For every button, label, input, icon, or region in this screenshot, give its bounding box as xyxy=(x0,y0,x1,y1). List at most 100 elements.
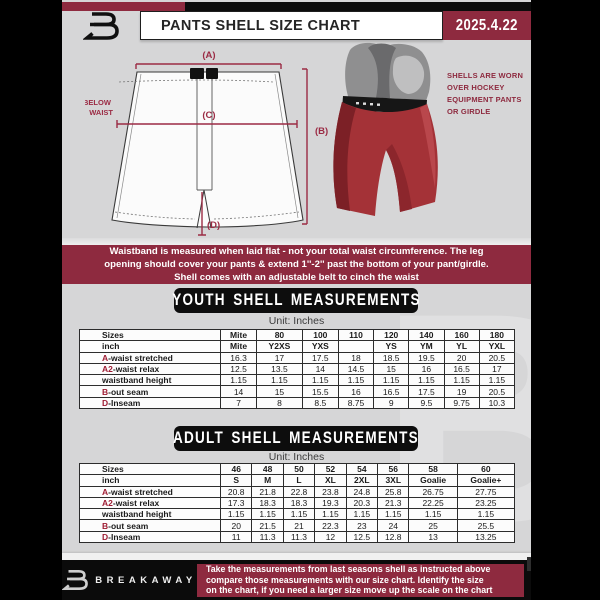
table-cell: 22.3 xyxy=(314,519,347,532)
shorts-inseam-split xyxy=(196,189,212,229)
row-label: inch xyxy=(79,474,221,487)
footer: BREAKAWAY Take the measurements from las… xyxy=(62,560,531,600)
size-chart-document: B PANTS SHELL SIZE CHART 2025.4.22 xyxy=(62,0,531,600)
shell-worn-note: SHELLS ARE WORN OVER HOCKEY EQUIPMENT PA… xyxy=(447,71,524,116)
table-cell: 1.15 xyxy=(219,374,258,387)
table-cell: 18 xyxy=(337,351,375,364)
row-label: A2-waist relax xyxy=(79,496,221,510)
table-cell: 54 xyxy=(345,462,379,476)
header: PANTS SHELL SIZE CHART 2025.4.22 xyxy=(62,11,531,40)
row-label: waistband height xyxy=(79,374,221,387)
table-row: Sizes 46 48 50 52 54 56 58 60 xyxy=(79,462,516,476)
table-cell: 17 xyxy=(256,351,303,364)
row-label: A2-waist relax xyxy=(79,362,221,376)
table-cell: 10.3 xyxy=(478,396,516,410)
table-cell: 18.3 xyxy=(251,496,284,510)
youth-unit-label: Unit: Inches xyxy=(268,315,325,327)
table-cell: 21.3 xyxy=(377,496,410,510)
table-cell: 20.5 xyxy=(478,385,516,398)
table-cell: 21.8 xyxy=(251,485,284,498)
belt-buckle xyxy=(206,68,218,79)
table-cell: Goalie xyxy=(408,474,458,487)
table-cell: 12.5 xyxy=(345,530,379,544)
table-cell: 12.8 xyxy=(377,530,410,544)
adult-unit-label: Unit: Inches xyxy=(268,451,325,463)
table-cell: 20.5 xyxy=(478,351,516,364)
youth-section-heading: YOUTH SHELL MEASUREMENTS xyxy=(172,288,419,313)
table-cell: 18.3 xyxy=(282,496,316,510)
table-row: Sizes Mite 80 100 110 120 140 160 180 xyxy=(79,328,516,342)
table-cell: 14.5 xyxy=(337,362,375,376)
table-cell: 12 xyxy=(314,530,347,544)
table-cell: 23.25 xyxy=(456,496,516,510)
table-cell: 8.5 xyxy=(301,396,339,410)
lace-dot xyxy=(363,102,366,105)
table-cell: 60 xyxy=(456,462,516,476)
girdle-pad-highlight xyxy=(392,55,425,94)
shorts-measurement-diagram: (A) (B) (C) (D) 7'' BELOW WAIST xyxy=(85,50,328,236)
lace-dot xyxy=(356,102,359,105)
table-row: inch S M L XL 2XL 3XL Goalie Goalie+ xyxy=(79,474,516,487)
lace-dot xyxy=(377,103,380,106)
table-cell: Mite xyxy=(219,340,258,353)
table-cell: 25.5 xyxy=(456,519,516,532)
page-title: PANTS SHELL SIZE CHART xyxy=(161,17,361,34)
table-cell: 20.3 xyxy=(345,496,379,510)
below-waist-line2: WAIST xyxy=(89,108,113,117)
table-cell: 18.5 xyxy=(373,351,410,364)
table-cell: 22.8 xyxy=(282,485,316,498)
table-cell: 24 xyxy=(377,519,410,532)
table-cell: XL xyxy=(314,474,347,487)
measure-letter: A2 xyxy=(102,498,113,509)
table-cell: 1.15 xyxy=(373,374,410,387)
table-cell: 50 xyxy=(282,462,316,476)
table-cell: 20 xyxy=(443,351,480,364)
table-row: waistband height 1.15 1.15 1.15 1.15 1.15 1.15… xyxy=(79,374,516,387)
table-cell: 9.5 xyxy=(408,396,445,410)
measure-line-A xyxy=(135,63,282,69)
table-cell: 17.3 xyxy=(219,496,253,510)
measure-line-B xyxy=(302,68,308,225)
girdle-shadow xyxy=(368,43,396,98)
table-cell: 1.15 xyxy=(478,374,516,387)
measure-letter: B xyxy=(102,386,109,397)
table-cell: 52 xyxy=(314,462,347,476)
table-cell: 16.5 xyxy=(373,385,410,398)
table-cell: 1.15 xyxy=(377,508,410,521)
table-cell: 20.8 xyxy=(219,485,253,498)
row-label: Sizes xyxy=(79,328,221,342)
shell-red-body xyxy=(333,102,438,216)
measure-letter: A xyxy=(102,486,109,497)
table-cell: 46 xyxy=(219,462,253,476)
table-cell: 21 xyxy=(282,519,316,532)
table-cell: L xyxy=(282,474,316,487)
table-cell: 12.5 xyxy=(219,362,258,376)
table-cell: 120 xyxy=(373,328,410,342)
shorts-fly-panel xyxy=(196,72,213,191)
table-cell: 17 xyxy=(478,362,516,376)
measure-letter: D xyxy=(102,531,109,542)
table-cell: 56 xyxy=(377,462,410,476)
measure-label-D: (D) xyxy=(207,220,220,231)
table-cell: 1.15 xyxy=(256,374,303,387)
table-cell: 1.15 xyxy=(314,508,347,521)
measure-letter: A2 xyxy=(102,364,113,375)
table-cell: 15 xyxy=(373,362,410,376)
shell-product-photo xyxy=(333,42,438,216)
table-cell: 17.5 xyxy=(408,385,445,398)
adult-measurements-table: Sizes 46 48 50 52 54 56 58 60 inch S M L XL 2XL 3XL Goal… xyxy=(79,462,516,544)
shorts-outline xyxy=(111,71,304,228)
table-cell xyxy=(337,340,375,353)
measure-letter: B xyxy=(102,520,109,531)
table-cell: 1.15 xyxy=(408,374,445,387)
table-cell: 11 xyxy=(219,530,253,544)
table-cell: 15 xyxy=(256,385,303,398)
table-cell: 7 xyxy=(219,396,258,410)
side-seams xyxy=(116,73,299,219)
table-cell: 160 xyxy=(443,328,480,342)
measure-label-B: (B) xyxy=(315,126,328,137)
table-cell: 1.15 xyxy=(443,374,480,387)
table-cell: Goalie+ xyxy=(456,474,516,487)
table-cell: 19 xyxy=(443,385,480,398)
table-cell: YL xyxy=(443,340,480,353)
